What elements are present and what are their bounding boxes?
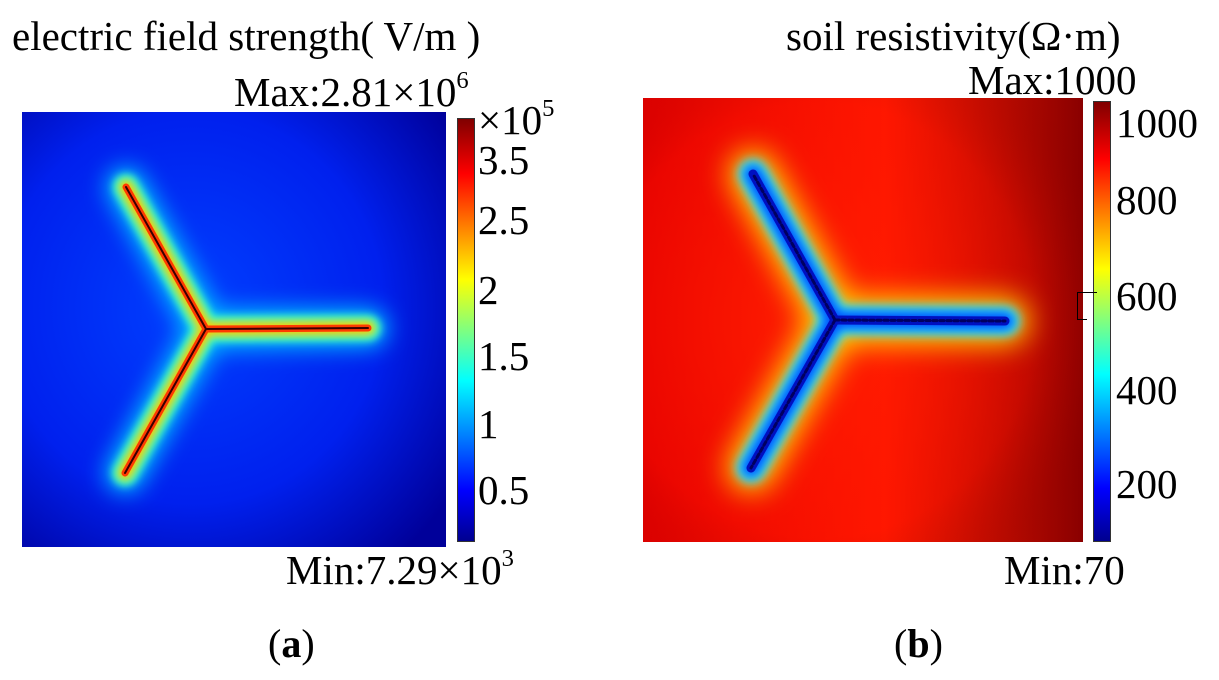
panel-a-tick: 2 <box>478 267 499 313</box>
panel-a-colorbar <box>457 118 475 542</box>
panel-b-colorbar-bracket <box>1077 292 1087 320</box>
panel-b-max-label: Max:1000 <box>968 57 1137 103</box>
panel-b-title: soil resistivity(Ω·m) <box>786 13 1121 59</box>
panel-a-title: electric field strength( V/m ) <box>12 13 481 59</box>
panel-b-tick: 400 <box>1116 367 1178 413</box>
panel-a-colorbar-multiplier: ×105 <box>478 94 555 143</box>
panel-a-max-label: Max:2.81×106 <box>234 66 469 115</box>
panel-a-caption: (a) <box>268 621 315 666</box>
panel-a-tick: 3.5 <box>478 137 530 183</box>
panel-a-tick: 2.5 <box>478 197 530 243</box>
panel-b-caption: (b) <box>894 621 943 666</box>
panel-b-colorbar <box>1093 101 1111 542</box>
panel-b-tick: 1000 <box>1116 100 1198 146</box>
panel-b-tick: 200 <box>1116 461 1178 507</box>
panel-a-tick: 1.5 <box>478 333 530 379</box>
soil-resistivity-map <box>643 98 1083 542</box>
panel-b-min-label: Min:70 <box>1004 547 1125 593</box>
panel-b-tick: 600 <box>1116 273 1178 319</box>
panel-b-tick: 800 <box>1116 177 1178 223</box>
panel-a-tick: 1 <box>478 401 499 447</box>
panel-b-colorbar-marker <box>1087 292 1097 293</box>
panel-a-min-label: Min:7.29×103 <box>286 544 514 593</box>
electric-field-map <box>22 112 446 547</box>
panel-a-tick: 0.5 <box>478 467 530 513</box>
